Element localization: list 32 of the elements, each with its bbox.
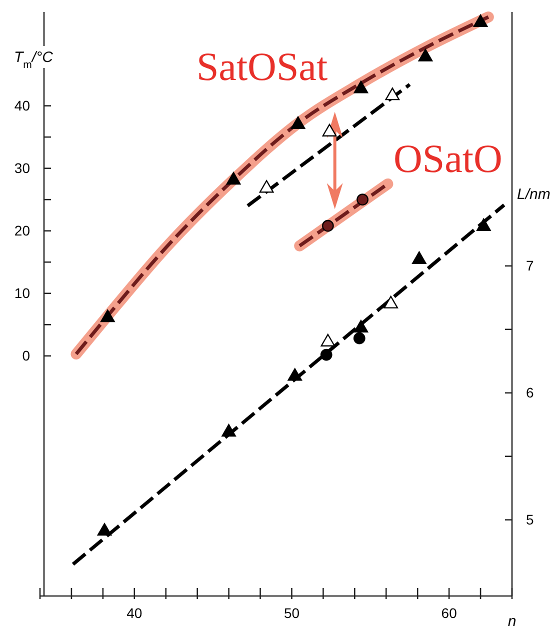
y-tick-label: 40: [14, 97, 30, 114]
point: [476, 218, 491, 231]
y2-tick-label: 7: [526, 257, 534, 274]
point: [354, 320, 368, 333]
point: [290, 116, 306, 129]
point: [418, 48, 433, 62]
series-label: OSatO: [394, 136, 502, 181]
x-tick-label: 40: [126, 605, 142, 621]
point: [288, 368, 302, 381]
series-label: SatOSat: [196, 44, 328, 89]
point: [222, 424, 236, 437]
point: [385, 88, 400, 100]
point: [412, 251, 426, 264]
y-tick-label: 10: [14, 284, 30, 301]
point: [473, 14, 488, 28]
point: [259, 180, 274, 193]
point: [384, 296, 398, 308]
y2-tick-label: 5: [526, 511, 534, 528]
y-tick-label: 0: [22, 347, 30, 364]
x-tick-label: 50: [284, 605, 300, 621]
x-axis-title: n: [508, 613, 516, 630]
y-tick-label: 20: [14, 222, 30, 238]
y-axis-title: T$_{m}$/°C: [14, 49, 54, 71]
point: [97, 523, 112, 536]
y-tick-label: 30: [14, 160, 30, 176]
point: [354, 80, 368, 94]
point: [226, 172, 241, 185]
point: [320, 334, 336, 346]
y2-tick-label: 6: [526, 384, 534, 400]
point: [100, 310, 115, 322]
y2-axis-title: L/nm: [517, 186, 550, 203]
x-tick-label: 60: [441, 605, 458, 621]
